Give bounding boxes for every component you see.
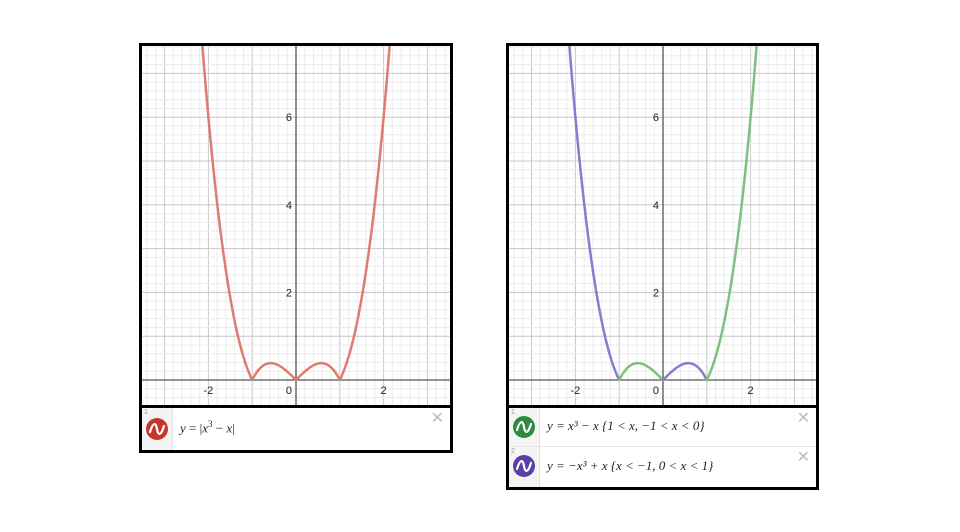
graph-panel-left: -2 0 2 6 4 2 1 y = |x3 − x| ✕: [139, 43, 453, 453]
expression-gutter: 1: [142, 408, 173, 450]
y-tick-label: 4: [653, 200, 659, 212]
graph-svg-right: -2 0 2 6 4 2: [509, 46, 816, 405]
close-icon[interactable]: ✕: [796, 410, 810, 427]
expression-row[interactable]: 2 y = −x³ + x {x < −1, 0 < x < 1} ✕: [509, 447, 816, 487]
x-tick-label: -2: [571, 385, 581, 397]
x-tick-label: 0: [653, 385, 659, 397]
expression-number: 1: [511, 409, 515, 416]
expression-list-left: 1 y = |x3 − x| ✕: [142, 405, 450, 450]
close-icon[interactable]: ✕: [430, 410, 444, 427]
expression-row[interactable]: 1 y = x³ − x {1 < x, −1 < x < 0} ✕: [509, 408, 816, 447]
x-tick-label: 0: [286, 385, 292, 397]
x-tick-label: 2: [381, 385, 387, 397]
x-tick-label: 2: [748, 385, 754, 397]
close-icon[interactable]: ✕: [796, 449, 810, 466]
expression-row[interactable]: 1 y = |x3 − x| ✕: [142, 408, 450, 450]
function-wave-icon[interactable]: [513, 455, 535, 477]
function-curve: [661, 361, 709, 382]
expression-gutter: 2: [509, 447, 540, 487]
function-curve: [201, 46, 391, 382]
expression-list-right: 1 y = x³ − x {1 < x, −1 < x < 0} ✕ 2 y =…: [509, 405, 816, 487]
expression-text[interactable]: y = x³ − x {1 < x, −1 < x < 0}: [547, 418, 705, 433]
expression-text[interactable]: y = −x³ + x {x < −1, 0 < x < 1}: [547, 458, 714, 473]
y-tick-label: 6: [653, 112, 659, 124]
graph-svg-left: -2 0 2 6 4 2: [142, 46, 450, 405]
y-tick-label: 6: [286, 112, 292, 124]
expression-number: 2: [511, 448, 515, 455]
x-tick-label: -2: [204, 385, 214, 397]
graph-canvas-right[interactable]: -2 0 2 6 4 2: [509, 46, 816, 405]
graph-canvas-left[interactable]: -2 0 2 6 4 2: [142, 46, 450, 405]
function-wave-icon[interactable]: [513, 416, 535, 438]
y-tick-label: 2: [286, 287, 292, 299]
expression-number: 1: [144, 409, 148, 416]
expression-gutter: 1: [509, 408, 540, 446]
y-tick-label: 2: [653, 287, 659, 299]
expression-text[interactable]: y = |x3 − x|: [180, 419, 235, 436]
function-curve: [568, 46, 621, 382]
function-curve: [617, 361, 665, 382]
function-curve: [705, 46, 758, 382]
y-tick-label: 4: [286, 200, 292, 212]
graph-panel-right: -2 0 2 6 4 2 1 y = x³ − x {1 < x, −1 < x < 0}…: [506, 43, 819, 490]
function-wave-icon[interactable]: [146, 418, 168, 440]
